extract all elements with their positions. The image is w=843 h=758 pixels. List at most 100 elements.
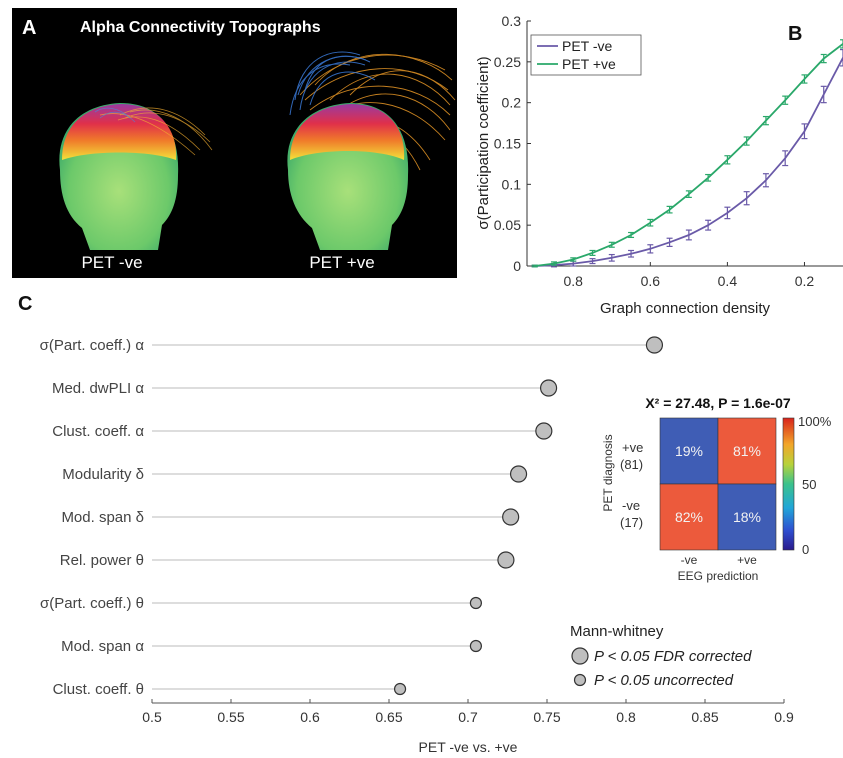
- inset-row-label-pos: +ve: [622, 440, 643, 455]
- feature-row: σ(Part. coeff.) θ: [40, 595, 482, 612]
- error-bar: [705, 219, 712, 231]
- error-bar: [820, 53, 827, 64]
- panel-b-y-tick-label: 0.2: [502, 95, 522, 111]
- error-bar: [743, 191, 750, 206]
- feature-label: Clust. coeff. θ: [53, 681, 144, 698]
- error-bar: [589, 249, 596, 256]
- feature-label: σ(Part. coeff.) α: [40, 337, 145, 354]
- inset-col-label-neg: -ve: [681, 553, 698, 567]
- error-bar: [685, 229, 692, 241]
- feature-marker: [535, 422, 553, 440]
- error-bar: [666, 237, 673, 247]
- panel-b-xlabel: Graph connection density: [600, 300, 771, 317]
- feature-row: Med. dwPLI α: [52, 379, 558, 397]
- inset-title: X² = 27.48, P = 1.6e-07: [645, 395, 791, 411]
- feature-marker: [645, 336, 664, 354]
- error-bar: [628, 231, 635, 239]
- panel-b-y-tick-label: 0.15: [494, 136, 521, 152]
- error-bar: [801, 123, 808, 140]
- colorbar-tick-0: 0: [802, 542, 809, 557]
- confusion-matrix-inset: X² = 27.48, P = 1.6e-07 19% 81% 82% 18% PET…: [601, 395, 832, 583]
- feature-label: Rel. power θ: [60, 552, 144, 569]
- heatmap-cell: [659, 417, 719, 485]
- panel-b-label: B: [788, 23, 802, 45]
- panel-c-x-tick-label: 0.55: [217, 709, 244, 725]
- colorbar-tick-50: 50: [802, 477, 816, 492]
- feature-label: σ(Part. coeff.) θ: [40, 595, 144, 612]
- heatmap-cell-label: 19%: [675, 443, 703, 459]
- panel-b-x-tick-label: 0.4: [718, 273, 738, 289]
- legend-small-text: P < 0.05 uncorrected: [594, 672, 734, 689]
- error-bar: [685, 190, 692, 198]
- heatmap-cell: [659, 483, 719, 551]
- legend-marker-small: [573, 673, 587, 687]
- error-bar: [820, 85, 827, 104]
- colorbar: [782, 417, 795, 551]
- feature-marker: [497, 551, 515, 569]
- panel-c-x-tick-label: 0.8: [616, 709, 636, 725]
- heatmap-cell-label: 18%: [733, 509, 761, 525]
- inset-row-count-pos: (81): [620, 457, 643, 472]
- feature-marker: [539, 379, 558, 397]
- error-bar: [840, 48, 843, 67]
- feature-marker: [502, 508, 520, 526]
- feature-label: Mod. span δ: [61, 509, 144, 526]
- heatmap-cell: [717, 417, 777, 485]
- error-bar: [840, 39, 843, 49]
- legend-marker-large: [571, 647, 589, 665]
- panel-b-x-tick-label: 0.6: [641, 273, 661, 289]
- heatmap-cell-label: 82%: [675, 509, 703, 525]
- panel-b-y-tick-label: 0.25: [494, 54, 521, 70]
- panel-c-x-tick-label: 0.5: [142, 709, 162, 725]
- heatmap-cell: [717, 483, 777, 551]
- error-bar: [743, 136, 750, 146]
- panel-c-x-tick-label: 0.75: [533, 709, 560, 725]
- head-right-image: [287, 51, 456, 250]
- error-bar: [570, 257, 577, 262]
- panel-b-x-tick-label: 0.8: [564, 273, 584, 289]
- error-bar: [801, 74, 808, 84]
- head-left-image: [59, 103, 213, 250]
- panel-c-label: C: [18, 293, 32, 315]
- colorbar-tick-100: 100%: [798, 414, 832, 429]
- legend-large-text: P < 0.05 FDR corrected: [594, 648, 752, 665]
- panel-c-legend: Mann-whitney P < 0.05 FDR corrected P < …: [570, 623, 752, 689]
- legend-title: Mann-whitney: [570, 623, 664, 640]
- panel-a: A Alpha Connectivity Topographs PET -ve: [12, 8, 457, 278]
- panel-c-x-tick-label: 0.6: [300, 709, 320, 725]
- error-bar: [589, 258, 596, 265]
- inset-row-count-neg: (17): [620, 515, 643, 530]
- panel-c-x-tick-label: 0.7: [458, 709, 478, 725]
- error-bar: [608, 253, 615, 262]
- error-bar: [550, 261, 557, 266]
- error-bar: [724, 155, 731, 165]
- feature-row: Modularity δ: [62, 465, 528, 483]
- error-bar: [647, 218, 654, 227]
- error-bar: [782, 150, 789, 167]
- panel-a-title: Alpha Connectivity Topographs: [80, 19, 321, 36]
- feature-label: Mod. span α: [61, 638, 144, 655]
- panel-b-line-chart: B 0 0.05 0.1 0.15 0.2 0.25 0.3 0.8 0.6 0.4 0.2 PET…: [475, 13, 843, 317]
- feature-label: Med. dwPLI α: [52, 380, 144, 397]
- panel-b-y-tick-label: 0: [513, 258, 521, 274]
- feature-row: Clust. coeff. θ: [53, 681, 407, 698]
- head-left-caption: PET -ve: [81, 253, 142, 272]
- inset-ylabel: PET diagnosis: [601, 434, 615, 511]
- legend-label-pet-pos: PET +ve: [562, 56, 616, 72]
- inset-col-label-pos: +ve: [737, 553, 757, 567]
- error-bar: [647, 244, 654, 254]
- error-bar: [724, 206, 731, 220]
- feature-row: σ(Part. coeff.) α: [40, 336, 664, 354]
- error-bar: [705, 173, 712, 182]
- feature-row: Clust. coeff. α: [52, 422, 553, 440]
- feature-label: Modularity δ: [62, 466, 144, 483]
- panel-c-dot-chart: C σ(Part. coeff.) α Med. dwPLI α Clust. co…: [18, 293, 832, 755]
- inset-row-label-neg: -ve: [622, 498, 640, 513]
- legend-label-pet-neg: PET -ve: [562, 38, 613, 54]
- feature-row: Mod. span δ: [61, 508, 520, 526]
- panel-b-legend: PET -ve PET +ve: [530, 34, 642, 76]
- panel-c-x-tick-label: 0.9: [774, 709, 794, 725]
- error-bar: [531, 264, 538, 268]
- feature-marker: [469, 596, 482, 610]
